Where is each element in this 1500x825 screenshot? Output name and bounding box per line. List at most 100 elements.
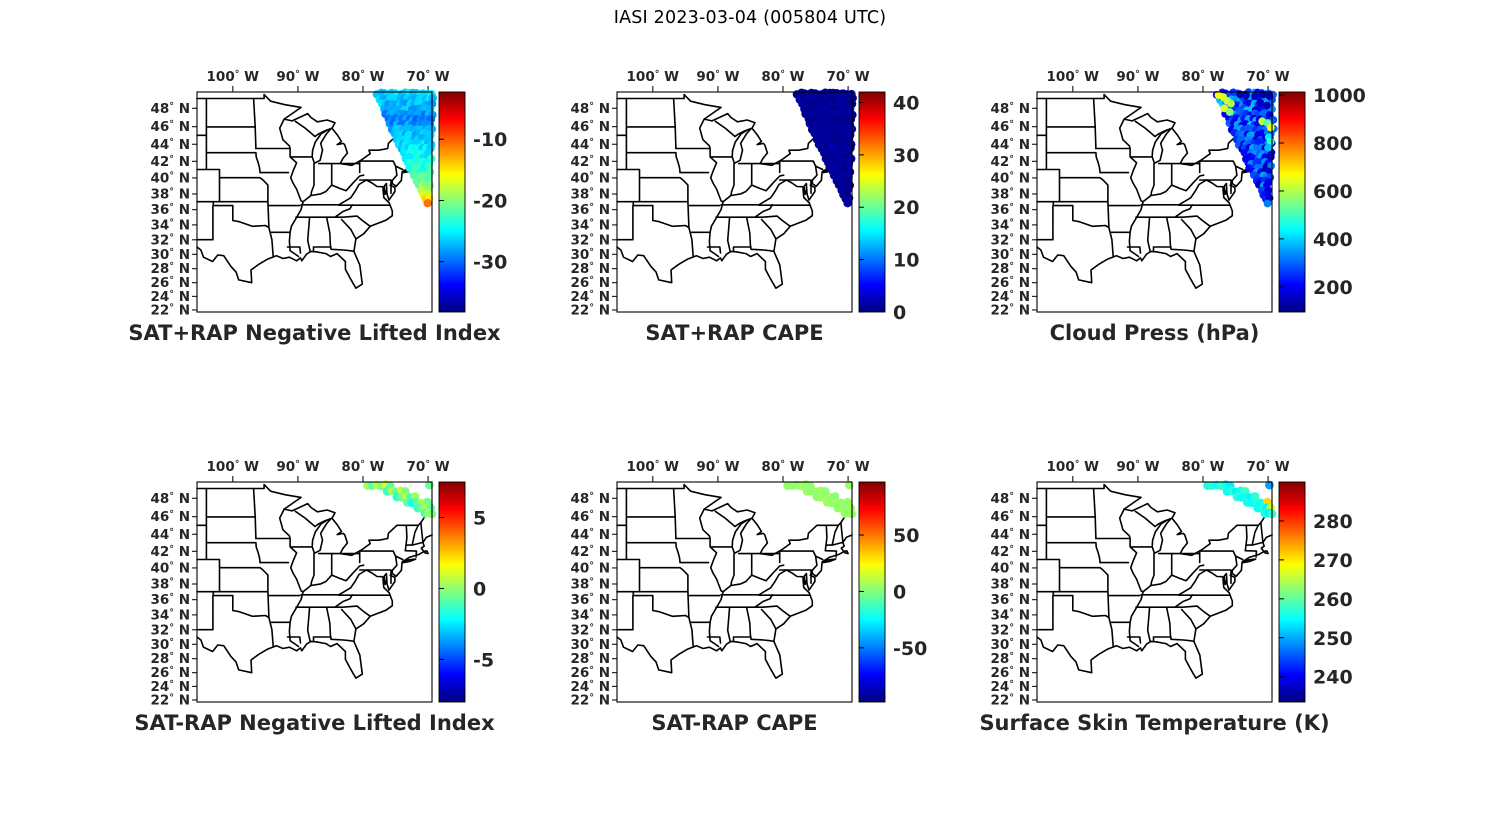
lon-tick-label: 80° W: [761, 69, 804, 85]
lat-tick-label: 26° N: [150, 665, 190, 681]
panel-title: Cloud Press (hPa): [1050, 321, 1260, 345]
scatter-dot: [1251, 92, 1259, 100]
lon-tick-label: 90° W: [1116, 459, 1159, 475]
lat-tick-label: 26° N: [570, 275, 610, 291]
lat-tick-label: 34° N: [990, 217, 1030, 233]
panel-title: SAT-RAP Negative Lifted Index: [134, 711, 495, 735]
lat-tick-label: 48° N: [150, 491, 190, 507]
us-map-outline: [196, 483, 433, 680]
lat-tick-label: 44° N: [990, 527, 1030, 543]
lon-tick-label: 100° W: [1047, 69, 1100, 85]
lat-tick-label: 22° N: [570, 692, 610, 708]
lat-tick-label: 46° N: [150, 509, 190, 525]
lat-tick-label: 22° N: [570, 302, 610, 318]
lat-tick-label: 32° N: [150, 622, 190, 638]
lat-tick-label: 22° N: [150, 692, 190, 708]
lat-tick-label: 24° N: [990, 289, 1030, 305]
colorbar-tick-label: 5: [473, 507, 486, 529]
lat-tick-label: 30° N: [150, 637, 190, 653]
scatter-dot: [1227, 99, 1235, 108]
colorbar-tick-label: 260: [1313, 589, 1353, 611]
lon-tick-label: 90° W: [1116, 69, 1159, 85]
figure-title: IASI 2023-03-04 (005804 UTC): [613, 8, 887, 28]
lon-tick-label: 80° W: [341, 69, 384, 85]
colorbar-tick-label: 200: [1313, 277, 1353, 299]
colorbar: [858, 91, 886, 313]
scatter-layer: [1203, 480, 1277, 519]
lat-tick-label: 22° N: [990, 302, 1030, 318]
panel-sat-minus-rap-cape: 100° W 90° W 80° W 70° W 48° N 46° N 44° N 42° …: [517, 442, 952, 742]
map-border: [616, 481, 853, 703]
lat-tick-label: 40° N: [150, 170, 190, 186]
colorbar-tick-label: -10: [473, 129, 507, 151]
colorbar-tick-label: 600: [1313, 181, 1353, 203]
lat-tick-label: 44° N: [150, 137, 190, 153]
lat-tick-label: 36° N: [990, 202, 1030, 218]
panel-sat-minus-rap-negative-lifted-index: 100° W 90° W 80° W 70° W 48° N 46° N 44° N 42° …: [97, 442, 532, 742]
colorbar: [438, 91, 466, 313]
map-area: [1036, 483, 1273, 680]
colorbar-tick-label: -5: [473, 649, 494, 671]
lat-tick-label: 44° N: [150, 527, 190, 543]
lat-tick-label: 36° N: [150, 592, 190, 608]
scatter-dot: [1256, 98, 1265, 107]
map-area: [616, 483, 853, 680]
lat-tick-label: 38° N: [570, 576, 610, 592]
lat-tick-label: 42° N: [990, 154, 1030, 170]
lon-tick-label: 70° W: [407, 459, 450, 475]
lat-tick-label: 44° N: [570, 527, 610, 543]
panel-sat-plus-rap-cape: 100° W 90° W 80° W 70° W 48° N 46° N 44° N 42° …: [517, 52, 952, 352]
map-border: [1036, 91, 1273, 313]
lat-tick-label: 34° N: [570, 607, 610, 623]
lat-tick-label: 38° N: [570, 186, 610, 202]
lat-tick-label: 28° N: [150, 651, 190, 667]
lat-tick-label: 42° N: [570, 544, 610, 560]
colorbar-tick-label: 40: [893, 92, 919, 114]
colorbar-tick-label: -50: [893, 638, 927, 660]
lat-tick-label: 24° N: [570, 289, 610, 305]
lon-tick-label: 90° W: [696, 69, 739, 85]
scatter-layer: [783, 480, 857, 519]
lat-tick-label: 46° N: [150, 119, 190, 135]
scatter-dot: [1266, 123, 1275, 132]
lat-tick-label: 22° N: [150, 302, 190, 318]
lon-tick-label: 90° W: [276, 69, 319, 85]
panel-title: SAT+RAP CAPE: [645, 321, 823, 345]
lat-tick-label: 46° N: [990, 509, 1030, 525]
lat-tick-label: 48° N: [990, 491, 1030, 507]
lon-tick-label: 70° W: [827, 69, 870, 85]
scatter-dot: [1265, 92, 1274, 100]
map-border: [1036, 481, 1273, 703]
scatter-layer: [1212, 88, 1278, 208]
lon-tick-label: 80° W: [1181, 459, 1224, 475]
lat-tick-label: 46° N: [570, 509, 610, 525]
map-border: [196, 91, 433, 313]
lat-tick-label: 44° N: [570, 137, 610, 153]
lat-tick-label: 28° N: [570, 261, 610, 277]
lat-tick-label: 42° N: [150, 544, 190, 560]
lon-tick-label: 80° W: [341, 459, 384, 475]
lat-tick-label: 46° N: [990, 119, 1030, 135]
lat-tick-label: 26° N: [150, 275, 190, 291]
panel-surface-skin-temperature: 100° W 90° W 80° W 70° W 48° N 46° N 44° N 42° …: [937, 442, 1372, 742]
colorbar-tick-label: 20: [893, 197, 919, 219]
colorbar-tick-label: 10: [893, 250, 919, 272]
lat-tick-label: 28° N: [990, 651, 1030, 667]
scatter-layer: [363, 480, 437, 519]
lat-tick-label: 48° N: [150, 101, 190, 117]
lat-tick-label: 48° N: [570, 101, 610, 117]
lat-tick-label: 40° N: [570, 560, 610, 576]
scatter-dot: [1258, 90, 1267, 99]
lat-tick-label: 40° N: [990, 170, 1030, 186]
lat-tick-label: 34° N: [570, 217, 610, 233]
panel-title: SAT+RAP Negative Lifted Index: [128, 321, 501, 345]
lat-tick-label: 28° N: [990, 261, 1030, 277]
panel-title: Surface Skin Temperature (K): [979, 711, 1329, 735]
lat-tick-label: 32° N: [990, 622, 1030, 638]
scatter-dot: [1262, 101, 1271, 110]
lat-tick-label: 46° N: [570, 119, 610, 135]
lat-tick-label: 30° N: [990, 637, 1030, 653]
lat-tick-label: 24° N: [150, 679, 190, 695]
us-map-outline: [616, 483, 853, 680]
